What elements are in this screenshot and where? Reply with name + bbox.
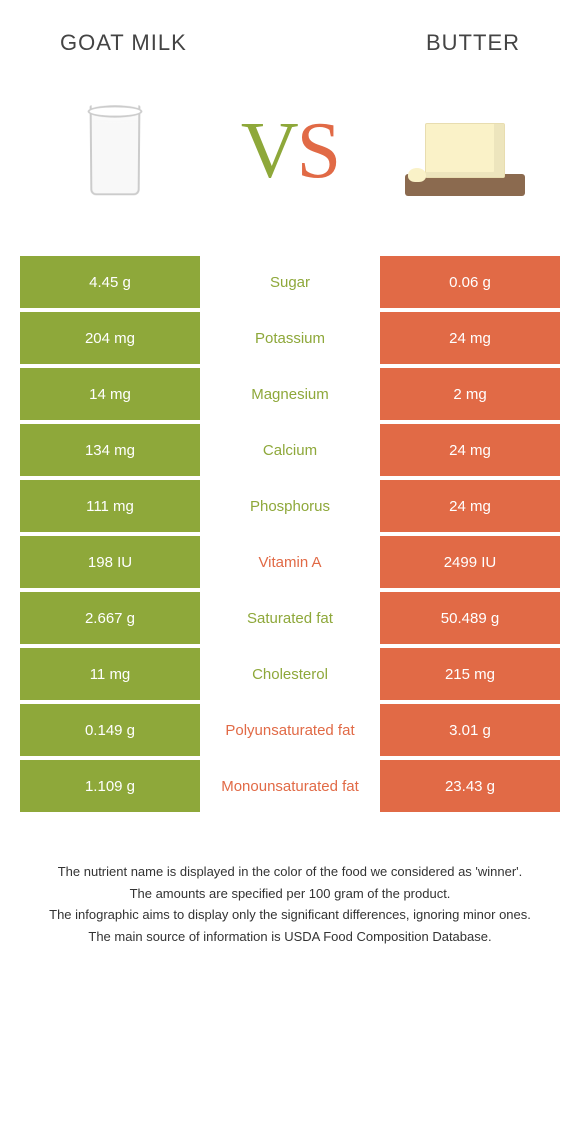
table-row: 14 mgMagnesium2 mg bbox=[20, 368, 560, 420]
vs-row: VS bbox=[0, 76, 580, 256]
footnotes: The nutrient name is displayed in the co… bbox=[30, 862, 550, 946]
left-value-cell: 2.667 g bbox=[20, 592, 200, 644]
nutrient-name-cell: Calcium bbox=[200, 424, 380, 476]
left-value-cell: 1.109 g bbox=[20, 760, 200, 812]
nutrient-name-cell: Vitamin A bbox=[200, 536, 380, 588]
table-row: 111 mgPhosphorus24 mg bbox=[20, 480, 560, 532]
vs-text: VS bbox=[241, 106, 339, 197]
table-row: 1.109 gMonounsaturated fat23.43 g bbox=[20, 760, 560, 812]
nutrient-name-cell: Polyunsaturated fat bbox=[200, 704, 380, 756]
table-row: 0.149 gPolyunsaturated fat3.01 g bbox=[20, 704, 560, 756]
butter-image bbox=[390, 86, 540, 216]
right-value-cell: 2499 IU bbox=[380, 536, 560, 588]
right-value-cell: 24 mg bbox=[380, 312, 560, 364]
right-value-cell: 24 mg bbox=[380, 424, 560, 476]
right-value-cell: 3.01 g bbox=[380, 704, 560, 756]
nutrient-name-cell: Saturated fat bbox=[200, 592, 380, 644]
butter-block-icon bbox=[400, 106, 530, 196]
right-value-cell: 0.06 g bbox=[380, 256, 560, 308]
left-value-cell: 198 IU bbox=[20, 536, 200, 588]
table-row: 2.667 gSaturated fat50.489 g bbox=[20, 592, 560, 644]
right-value-cell: 23.43 g bbox=[380, 760, 560, 812]
vs-s: S bbox=[297, 107, 340, 195]
nutrient-name-cell: Phosphorus bbox=[200, 480, 380, 532]
footnote-3: The infographic aims to display only the… bbox=[30, 905, 550, 925]
nutrient-name-cell: Magnesium bbox=[200, 368, 380, 420]
table-row: 134 mgCalcium24 mg bbox=[20, 424, 560, 476]
right-title: BUTTER bbox=[426, 30, 520, 56]
comparison-table: 4.45 gSugar0.06 g204 mgPotassium24 mg14 … bbox=[20, 256, 560, 812]
header: GOAT MILK BUTTER bbox=[0, 0, 580, 76]
left-value-cell: 134 mg bbox=[20, 424, 200, 476]
right-value-cell: 50.489 g bbox=[380, 592, 560, 644]
left-value-cell: 4.45 g bbox=[20, 256, 200, 308]
table-row: 204 mgPotassium24 mg bbox=[20, 312, 560, 364]
table-row: 11 mgCholesterol215 mg bbox=[20, 648, 560, 700]
nutrient-name-cell: Sugar bbox=[200, 256, 380, 308]
right-value-cell: 24 mg bbox=[380, 480, 560, 532]
left-title: GOAT MILK bbox=[60, 30, 187, 56]
left-value-cell: 111 mg bbox=[20, 480, 200, 532]
footnote-4: The main source of information is USDA F… bbox=[30, 927, 550, 947]
table-row: 4.45 gSugar0.06 g bbox=[20, 256, 560, 308]
left-value-cell: 0.149 g bbox=[20, 704, 200, 756]
footnote-1: The nutrient name is displayed in the co… bbox=[30, 862, 550, 882]
table-row: 198 IUVitamin A2499 IU bbox=[20, 536, 560, 588]
footnote-2: The amounts are specified per 100 gram o… bbox=[30, 884, 550, 904]
left-value-cell: 14 mg bbox=[20, 368, 200, 420]
left-value-cell: 11 mg bbox=[20, 648, 200, 700]
milk-glass-icon bbox=[90, 105, 141, 195]
nutrient-name-cell: Monounsaturated fat bbox=[200, 760, 380, 812]
goat-milk-image bbox=[40, 86, 190, 216]
vs-v: V bbox=[241, 107, 297, 195]
nutrient-name-cell: Cholesterol bbox=[200, 648, 380, 700]
right-value-cell: 2 mg bbox=[380, 368, 560, 420]
nutrient-name-cell: Potassium bbox=[200, 312, 380, 364]
right-value-cell: 215 mg bbox=[380, 648, 560, 700]
left-value-cell: 204 mg bbox=[20, 312, 200, 364]
